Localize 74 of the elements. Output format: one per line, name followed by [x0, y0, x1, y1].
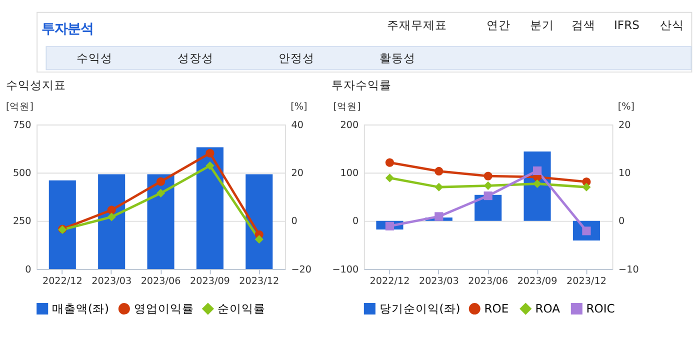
chart-title: 수익성지표	[6, 78, 66, 92]
y2-tick-label: 10	[618, 168, 631, 180]
legend-label: ROA	[535, 302, 560, 316]
x-tick-label: 2023/09	[517, 276, 558, 287]
text: 산식	[660, 18, 684, 32]
y2-tick-label: 20	[291, 168, 304, 180]
x-tick-label: 2023/12	[566, 276, 606, 287]
x-tick-label: 2022/12	[42, 276, 82, 287]
y2-axis-title: [%]	[290, 102, 308, 113]
point	[434, 166, 444, 176]
point	[532, 166, 542, 176]
text: 투자분석	[41, 21, 94, 38]
text: 성장성	[177, 50, 214, 65]
y-tick-label: 500	[12, 168, 32, 180]
point	[484, 181, 492, 190]
point	[156, 188, 166, 198]
point	[385, 222, 394, 230]
text: 검색	[571, 18, 596, 32]
text: 수익성	[76, 50, 112, 65]
y2-tick-label: −20	[291, 264, 312, 276]
point	[532, 179, 542, 188]
bar	[98, 174, 126, 269]
legend-label: ROE	[484, 302, 509, 316]
text: 분기	[530, 18, 554, 32]
point	[107, 206, 116, 214]
y2-axis-title: [%]	[618, 102, 635, 113]
x-tick-label: 2023/03	[92, 276, 132, 287]
x-tick-label: 2023/03	[418, 276, 459, 287]
text: 활동성	[380, 50, 416, 65]
y-tick-label: 250	[12, 216, 32, 228]
y2-tick-label: 40	[291, 120, 304, 131]
x-tick-label: 2023/06	[468, 276, 508, 287]
chart-title: 투자수익률	[332, 78, 392, 92]
text: 연간	[486, 18, 511, 32]
y-tick-label: 0	[352, 216, 359, 228]
point	[385, 174, 394, 182]
text: 안정성	[278, 50, 315, 65]
y-tick-label: 750	[12, 120, 32, 131]
point	[156, 177, 166, 186]
y-axis-title: [억원]	[6, 102, 34, 113]
point	[484, 191, 492, 200]
point	[107, 212, 116, 222]
point	[206, 148, 214, 158]
bar	[196, 147, 224, 269]
bar	[246, 174, 273, 269]
point	[385, 158, 394, 167]
y2-tick-label: 0	[618, 216, 625, 228]
legend-label: 순이익률	[218, 302, 266, 316]
x-tick-label: 2022/12	[370, 276, 410, 287]
y2-tick-label: 20	[618, 120, 631, 131]
y-tick-label: 0	[25, 264, 32, 276]
text: 주재무제표	[386, 18, 447, 32]
text: IFRS	[614, 18, 640, 32]
point	[434, 182, 444, 192]
legend-label: 영업이익률	[134, 302, 194, 316]
point	[434, 212, 444, 221]
legend-label: 당기순이익(좌)	[379, 302, 460, 316]
point	[582, 182, 591, 192]
y2-tick-label: 0	[291, 216, 298, 228]
point	[254, 235, 264, 244]
y-tick-label: 100	[340, 168, 359, 180]
point	[206, 161, 214, 170]
x-tick-label: 2023/12	[239, 276, 280, 287]
point	[484, 172, 492, 180]
y2-tick-label: −10	[618, 264, 639, 276]
legend-label: 매출액(좌)	[52, 302, 109, 316]
legend-label: ROIC	[586, 302, 615, 316]
y-tick-label: −100	[332, 264, 359, 276]
y-tick-label: 200	[340, 120, 359, 131]
bar	[147, 174, 174, 269]
x-tick-label: 2023/06	[140, 276, 181, 287]
y-axis-title: [억원]	[333, 102, 361, 113]
bar	[48, 180, 76, 269]
x-tick-label: 2023/09	[190, 276, 230, 287]
